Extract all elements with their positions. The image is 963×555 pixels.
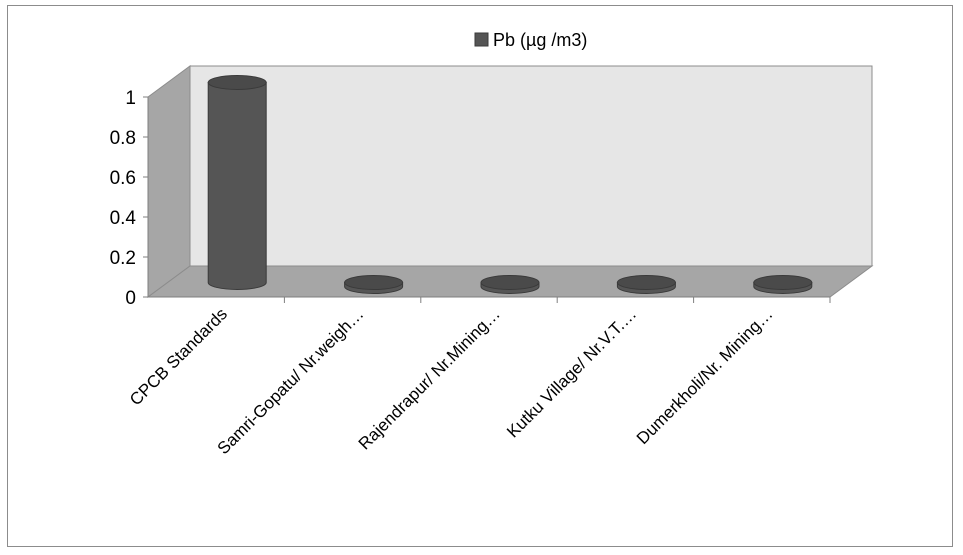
side-wall	[147, 65, 191, 298]
x-category-label: Rajendrapur/ Nr.Mining…	[355, 304, 504, 453]
bar	[207, 75, 267, 290]
y-tick-labels: 0 0.2 0.4 0.6 0.8 1	[110, 88, 137, 309]
back-wall	[189, 65, 873, 267]
bar-body	[207, 82, 267, 290]
chart-axes	[143, 96, 831, 303]
y-tick-label: 0.4	[110, 208, 137, 229]
bar-top	[480, 275, 540, 290]
y-tick-label: 0	[125, 288, 136, 309]
bar-top	[207, 75, 267, 90]
bar	[344, 275, 404, 294]
legend-swatch	[474, 32, 489, 47]
y-tick-label: 0.2	[110, 248, 136, 269]
x-category-label: Kutku Village/ Nr.V.T.…	[503, 304, 640, 441]
legend-label: Pb (µg /m3)	[493, 30, 587, 50]
bar-top	[753, 275, 813, 290]
x-category-label: Dumerkholi/Nr. Mining…	[633, 304, 777, 448]
y-tick-label: 0.8	[110, 128, 136, 149]
bar	[480, 275, 540, 294]
bar	[753, 275, 813, 294]
bar-top	[344, 275, 404, 290]
y-tick-label: 1	[125, 88, 136, 109]
legend: Pb (µg /m3)	[474, 30, 587, 50]
x-category-label: Samri-Gopatu/ Nr.weigh…	[214, 304, 368, 458]
x-category-label: CPCB Standards	[126, 304, 231, 409]
chart-bars	[207, 75, 813, 294]
bar	[616, 275, 676, 294]
y-tick-label: 0.6	[110, 168, 136, 189]
bar-top	[616, 275, 676, 290]
